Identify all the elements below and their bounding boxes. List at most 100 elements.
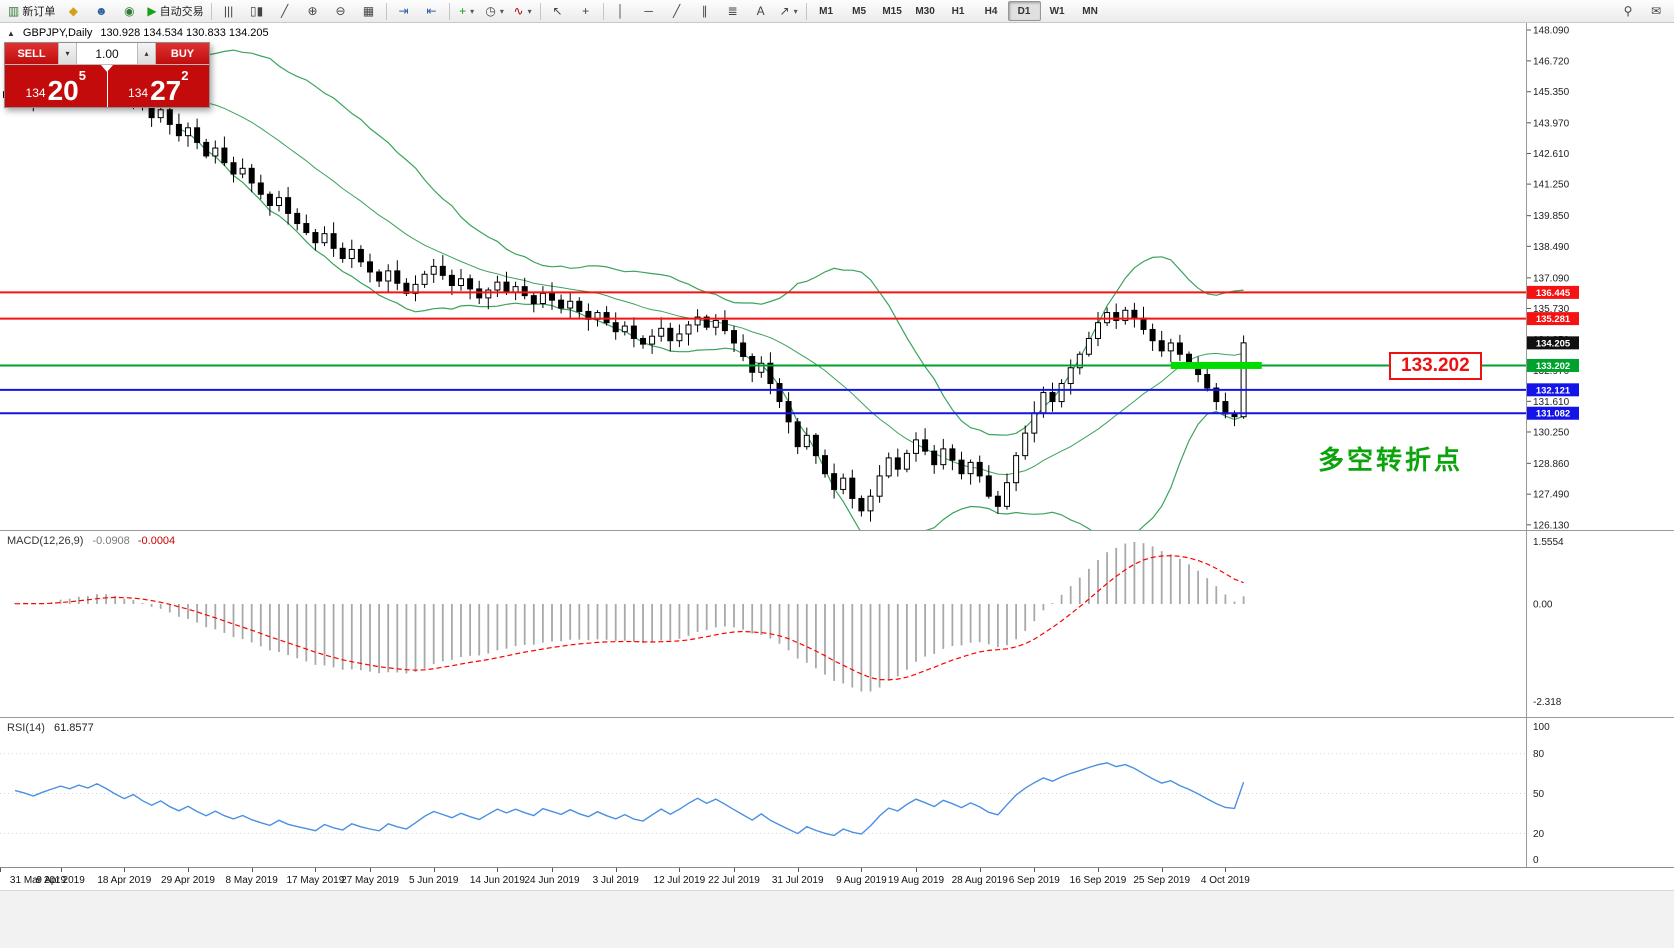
vertical-line-button[interactable]: │	[607, 0, 635, 22]
new-chart-button[interactable]: + ▾	[453, 0, 481, 22]
candlestick-plus-icon: ▥	[8, 4, 20, 18]
time-axis[interactable]: 31 Mar 2019 9 Apr 2019 18 Apr 2019 29 Apr 2…	[0, 867, 1674, 891]
trendline-button[interactable]: ╱	[663, 0, 691, 22]
horizontal-line-button[interactable]: ─	[635, 0, 663, 22]
chevron-down-icon: ▾	[793, 6, 798, 16]
macd-indicator-canvas[interactable]: 1.5554 0.00 -2.318	[0, 531, 1674, 718]
time-axis-tick	[679, 868, 681, 872]
price-tick: 135.730	[1533, 304, 1570, 315]
main-chart-canvas[interactable]: 148.090 146.720 145.350 143.970 142.610 141.2…	[0, 23, 1674, 531]
date-label: 8 May 2019	[225, 875, 278, 886]
rsi-indicator-canvas[interactable]: 100 80 50 20 0	[0, 718, 1674, 867]
price-tick: 146.720	[1533, 56, 1570, 67]
zoom-out-button[interactable]: ⊖	[327, 0, 355, 22]
ask-big-digits: 27	[150, 75, 182, 107]
market-button[interactable]: ◆	[59, 0, 87, 22]
time-axis-tick	[124, 868, 126, 872]
timeframe-button-M15[interactable]: M15	[882, 5, 902, 17]
fibonacci-icon: ≣	[727, 4, 738, 18]
bid-price-button[interactable]: 134 20 5	[5, 65, 107, 107]
price-tick: 131.610	[1533, 397, 1570, 408]
zoom-in-button[interactable]: ⊕	[299, 0, 327, 22]
time-axis-tick	[979, 868, 981, 872]
bar-chart-button[interactable]: |||	[215, 0, 243, 22]
timeframe-button-M30[interactable]: M30	[915, 5, 935, 17]
date-label: 31 Mar 2019	[9, 875, 67, 886]
highlighted-pivot-segment[interactable]	[1170, 361, 1262, 369]
toolbar-right-group: ⚲ ✉	[1614, 0, 1670, 22]
autotrading-button[interactable]: ▶ 自动交易	[143, 0, 207, 22]
clock-icon: ◷	[485, 4, 496, 18]
macd-value: -0.0908	[92, 535, 130, 547]
volume-input[interactable]	[77, 43, 137, 64]
date-label: 14 Jun 2019	[469, 875, 525, 886]
ask-price-button[interactable]: 134 27 2	[107, 65, 209, 107]
price-tick: 138.490	[1533, 242, 1570, 253]
date-label: 12 Jul 2019	[653, 875, 706, 886]
fibonacci-button[interactable]: ≣	[719, 0, 747, 22]
bid-prefix: 134	[25, 86, 46, 100]
time-axis-tick	[615, 868, 617, 872]
bollinger-upper-band	[178, 49, 1244, 436]
svg-text:80: 80	[1533, 749, 1545, 760]
cursor-button[interactable]: ↖	[544, 0, 572, 22]
chevron-down-icon: ▾	[470, 6, 475, 16]
chart-title-bar: ▲ GBPJPY,Daily 130.928 134.534 130.833 1…	[7, 27, 269, 39]
timeframe-button-M1[interactable]: M1	[819, 5, 834, 17]
chat-button[interactable]: ✉	[1642, 0, 1670, 22]
play-icon: ▶	[147, 4, 157, 18]
chart-text-annotation[interactable]: 多空转折点	[1318, 445, 1464, 475]
horizontal-line-icon: ─	[644, 4, 653, 18]
timeframe-button-MN[interactable]: MN	[1082, 5, 1098, 17]
price-tick: 141.250	[1533, 180, 1570, 191]
new-order-button[interactable]: ▥ 新订单	[4, 0, 59, 22]
macd-signal-value: -0.0004	[137, 535, 176, 547]
community-button[interactable]: ◉	[115, 0, 143, 22]
volume-decrease-stepper[interactable]: ▾	[58, 43, 77, 64]
bid-pipette: 5	[78, 68, 86, 83]
price-level-label[interactable]: 133.202	[1389, 352, 1482, 381]
time-axis-tick	[552, 868, 553, 872]
volume-increase-stepper[interactable]: ▴	[137, 43, 156, 64]
signals-button[interactable]: ☻	[87, 0, 115, 22]
arrows-button[interactable]: ↗ ▾	[775, 0, 803, 22]
time-axis-tick	[1034, 868, 1036, 872]
timeframe-button-D1[interactable]: D1	[1007, 1, 1041, 21]
toolbar-separator	[385, 2, 387, 20]
chart-plus-icon: +	[459, 4, 467, 18]
candles-icon: ▯▮	[249, 4, 264, 18]
buy-button[interactable]: BUY	[156, 43, 209, 64]
toolbar: ▥ 新订单 ◆ ☻ ◉ ▶ 自动交易 ||| ▯▮ ╱ ⊕ ⊖ ▦ ⇥ ⇤ + ▾ ◷ ▾ ∿ ▾ ↖ + │ ─ ╱ ∥ ≣ A ↗ ▾ M…	[0, 0, 1674, 23]
collapse-panel-arrow-icon[interactable]: ▲	[7, 28, 15, 38]
timeframe-button-W1[interactable]: W1	[1049, 5, 1065, 17]
line-chart-button[interactable]: ╱	[271, 0, 299, 22]
search-button[interactable]: ⚲	[1614, 0, 1642, 22]
date-label: 25 Sep 2019	[1133, 875, 1191, 886]
autoscroll-button[interactable]: ⇥	[390, 0, 418, 22]
time-axis-tick	[861, 868, 863, 872]
candles	[3, 62, 1247, 522]
sell-button[interactable]: SELL	[5, 43, 58, 64]
price-tick: 128.860	[1533, 459, 1570, 470]
timeframe-button-H4[interactable]: H4	[984, 5, 998, 17]
time-axis-tick	[1098, 868, 1099, 872]
indicators-button[interactable]: ∿ ▾	[509, 0, 537, 22]
timeframe-button-H1[interactable]: H1	[951, 5, 965, 17]
grid-icon: ▦	[362, 4, 375, 18]
channel-button[interactable]: ∥	[691, 0, 719, 22]
time-axis-tick	[370, 868, 371, 872]
date-label: 29 Apr 2019	[161, 875, 215, 886]
profiles-button[interactable]: ◷ ▾	[481, 0, 509, 22]
text-button[interactable]: A	[747, 0, 775, 22]
date-label: 9 Aug 2019	[836, 875, 887, 886]
crosshair-button[interactable]: +	[572, 0, 600, 22]
date-label: 28 Aug 2019	[951, 875, 1008, 886]
candle-chart-button[interactable]: ▯▮	[243, 0, 271, 22]
chart-symbol-period: GBPJPY,Daily	[22, 27, 93, 39]
chart-shift-button[interactable]: ⇤	[418, 0, 446, 22]
strategy-tester-button[interactable]: ▦	[355, 0, 383, 22]
time-axis-tick	[60, 868, 62, 872]
timeframe-button-M5[interactable]: M5	[852, 5, 867, 17]
time-axis-tick	[433, 868, 435, 872]
